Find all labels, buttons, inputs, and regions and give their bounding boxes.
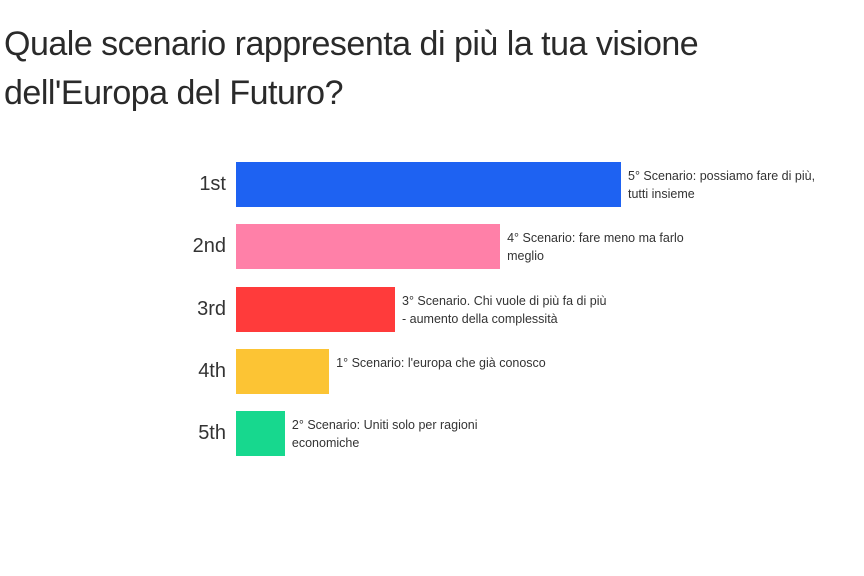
bar (236, 286, 395, 332)
bar (236, 411, 285, 457)
bar-label: 2° Scenario: Uniti solo per ragioni econ… (291, 418, 478, 451)
bar-label: 5° Scenario: possiamo fare di più, tutti… (628, 169, 816, 201)
bar-label: 3° Scenario. Chi vuole di più fa di più … (402, 293, 607, 326)
bar (236, 348, 330, 394)
rank-label: 3rd (197, 297, 226, 320)
rank-label: 5th (198, 422, 226, 445)
bar (236, 162, 621, 207)
bar-label: 1° Scenario: l'europa che già conosco (336, 355, 546, 370)
bar-label: 4° Scenario: fare meno ma farlo meglio (507, 231, 684, 264)
chart-title: Quale scenario rappresenta di più la tua… (4, 25, 699, 112)
rank-label: 4th (198, 359, 226, 382)
bar (236, 224, 501, 270)
rank-label: 1st (199, 173, 226, 195)
rank-label: 2nd (192, 235, 226, 258)
